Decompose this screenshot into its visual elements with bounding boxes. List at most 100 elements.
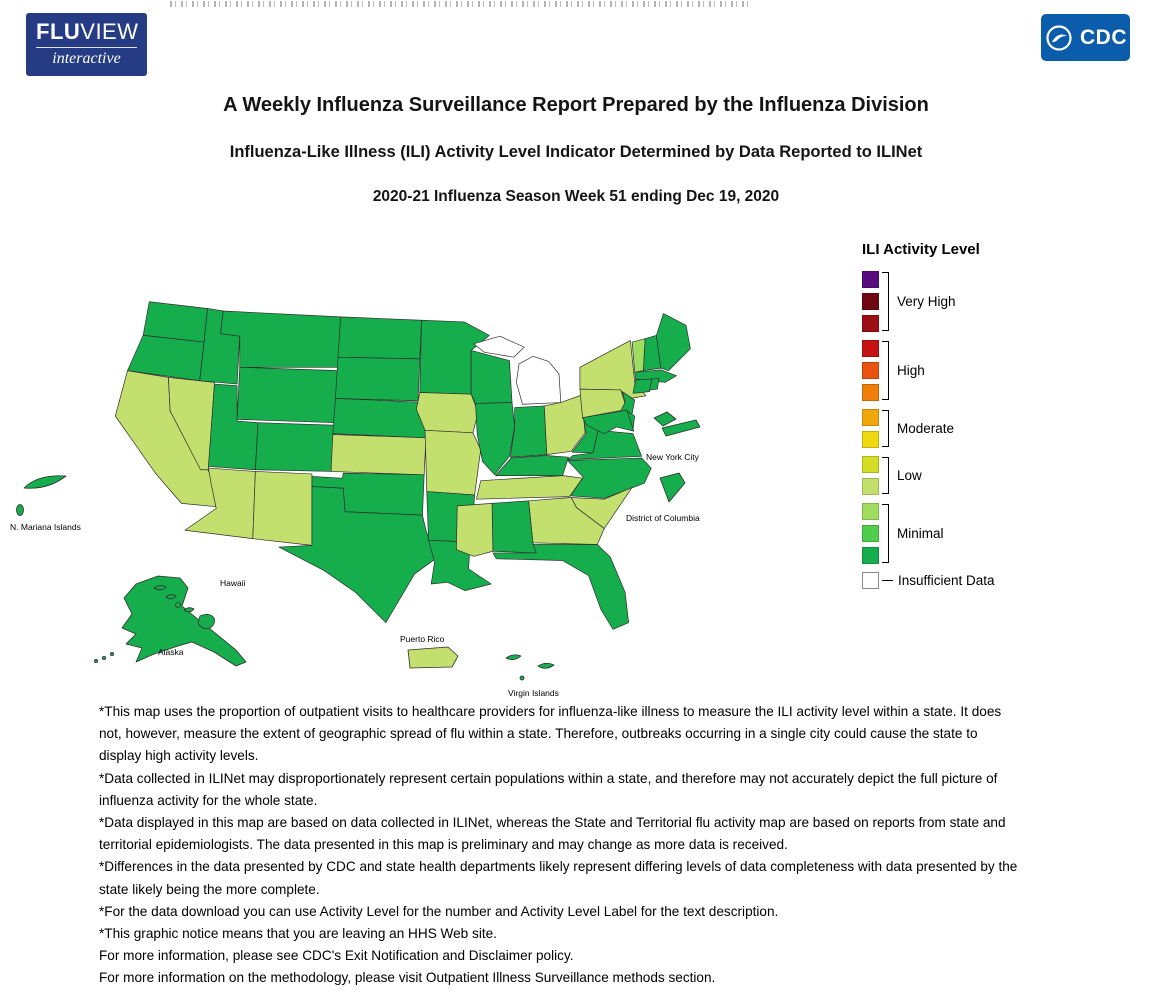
legend-group: Minimal bbox=[862, 503, 1037, 564]
inset-hawaii-1[interactable] bbox=[153, 585, 167, 591]
state-TN[interactable] bbox=[476, 475, 583, 500]
state-NM[interactable] bbox=[252, 471, 313, 546]
inset-district-of-columbia[interactable] bbox=[659, 472, 686, 503]
inset-virgin-islands-3[interactable] bbox=[519, 675, 525, 681]
fluview-logo-flu: FLU bbox=[36, 19, 81, 44]
legend-groups: Very High High Moderate Low Minimal bbox=[862, 271, 1037, 564]
state-ME[interactable] bbox=[656, 313, 691, 371]
state-OH[interactable] bbox=[543, 394, 586, 455]
state-FL[interactable] bbox=[492, 544, 629, 630]
footnote: *This graphic notice means that you are … bbox=[99, 926, 497, 942]
legend-swatch bbox=[862, 362, 879, 379]
report-season-week: 2020-21 Influenza Season Week 51 ending … bbox=[372, 188, 780, 205]
legend-dash bbox=[882, 580, 893, 581]
label-mariana: N. Mariana Islands bbox=[10, 522, 81, 532]
state-WA[interactable] bbox=[142, 301, 208, 343]
inset-mariana-2[interactable] bbox=[16, 504, 24, 516]
legend-insufficient-label: Insufficient Data bbox=[898, 573, 995, 588]
state-IL[interactable] bbox=[475, 402, 515, 476]
state-RI[interactable] bbox=[649, 377, 660, 391]
state-CO[interactable] bbox=[255, 422, 336, 472]
legend-title: ILI Activity Level bbox=[862, 241, 980, 258]
legend-swatch bbox=[862, 340, 879, 357]
legend-group: Low bbox=[862, 456, 1037, 495]
label-new-york-city: New York City bbox=[646, 452, 700, 462]
state-ND[interactable] bbox=[337, 316, 422, 360]
inset-hawaii-4[interactable] bbox=[183, 607, 195, 613]
inset-aleutian-3[interactable] bbox=[94, 658, 99, 663]
cdc-logo[interactable]: CDC bbox=[1041, 14, 1130, 61]
state-VT[interactable] bbox=[631, 338, 646, 373]
map-insets bbox=[16, 411, 701, 681]
legend-bracket bbox=[882, 457, 889, 494]
inset-virgin-islands-1[interactable] bbox=[505, 654, 522, 660]
legend-swatch bbox=[862, 409, 879, 426]
state-IA[interactable] bbox=[415, 392, 479, 434]
legend-swatch bbox=[862, 503, 879, 520]
state-TX[interactable] bbox=[278, 486, 436, 623]
inset-virgin-islands-2[interactable] bbox=[537, 662, 555, 669]
state-MI-upper[interactable] bbox=[473, 335, 525, 358]
legend-group: Moderate bbox=[862, 409, 1037, 448]
legend-swatch bbox=[862, 315, 879, 332]
legend-bracket bbox=[882, 504, 889, 563]
fluview-logo-interactive: interactive bbox=[36, 47, 137, 68]
footnote: *For the data download you can use Activ… bbox=[99, 903, 779, 919]
legend-group-label: Minimal bbox=[897, 526, 944, 541]
legend-group-label: Low bbox=[897, 468, 922, 483]
state-WI[interactable] bbox=[470, 350, 513, 404]
legend-swatch bbox=[862, 271, 879, 288]
legend-swatch bbox=[862, 456, 879, 473]
report-subtitle: Influenza-Like Illness (ILI) Activity Le… bbox=[229, 143, 923, 161]
state-MI[interactable] bbox=[516, 356, 562, 405]
ili-activity-map: N. Mariana Islands Hawaii Alaska Puerto … bbox=[10, 301, 701, 698]
label-virgin-islands: Virgin Islands bbox=[508, 688, 559, 698]
label-alaska: Alaska bbox=[158, 647, 184, 657]
fluview-logo-title: FLUVIEW bbox=[36, 19, 138, 44]
state-NE[interactable] bbox=[332, 398, 429, 439]
hhs-emblem-icon bbox=[1046, 24, 1072, 51]
inset-mariana-1[interactable] bbox=[23, 475, 67, 489]
footnote: For more information on the methodology,… bbox=[99, 970, 716, 986]
label-puerto-rico: Puerto Rico bbox=[400, 634, 445, 644]
state-MD[interactable] bbox=[582, 409, 635, 434]
legend-swatch bbox=[862, 478, 879, 495]
inset-hawaii-3[interactable] bbox=[175, 602, 181, 608]
footnotes: *This map uses the proportion of outpati… bbox=[99, 701, 1020, 990]
inset-aleutian-2[interactable] bbox=[102, 655, 107, 660]
report-title: A Weekly Influenza Surveillance Report P… bbox=[223, 94, 929, 116]
state-CT[interactable] bbox=[632, 378, 653, 394]
inset-hawaii-big-island[interactable] bbox=[197, 614, 215, 629]
state-MO[interactable] bbox=[424, 429, 482, 496]
footnote: *Data displayed in this map are based on… bbox=[99, 815, 1006, 853]
legend-swatch bbox=[862, 293, 879, 310]
legend-bracket bbox=[882, 341, 889, 400]
legend-swatch bbox=[862, 547, 879, 564]
legend-swatch bbox=[862, 431, 879, 448]
footnote: *Differences in the data presented by CD… bbox=[99, 859, 1018, 897]
state-WY[interactable] bbox=[236, 366, 339, 424]
state-KS[interactable] bbox=[330, 434, 427, 476]
cdc-logo-text: CDC bbox=[1080, 25, 1127, 49]
legend-group: High bbox=[862, 340, 1037, 401]
legend-group-label: High bbox=[897, 363, 925, 378]
continental-us bbox=[114, 301, 691, 630]
label-hawaii: Hawaii bbox=[220, 578, 246, 588]
cropped-header-text bbox=[170, 1, 748, 7]
label-district-of-columbia: District of Columbia bbox=[626, 513, 700, 523]
state-KY[interactable] bbox=[495, 455, 569, 476]
legend-group: Very High bbox=[862, 271, 1037, 332]
inset-new-york-city[interactable] bbox=[653, 411, 677, 427]
inset-puerto-rico[interactable] bbox=[407, 646, 459, 669]
state-SD[interactable] bbox=[335, 356, 421, 402]
legend-bracket bbox=[882, 272, 889, 331]
state-IN[interactable] bbox=[509, 405, 548, 458]
inset-aleutian-1[interactable] bbox=[110, 651, 115, 656]
fluview-logo[interactable]: FLUVIEW interactive bbox=[26, 13, 147, 76]
inset-hawaii-2[interactable] bbox=[165, 594, 177, 600]
inset-long-island[interactable] bbox=[661, 419, 701, 437]
state-MS[interactable] bbox=[456, 503, 494, 557]
inset-alaska[interactable] bbox=[121, 575, 247, 667]
ili-legend: ILI Activity Level Very High High Moderate… bbox=[862, 241, 1037, 589]
legend-swatch bbox=[862, 525, 879, 542]
